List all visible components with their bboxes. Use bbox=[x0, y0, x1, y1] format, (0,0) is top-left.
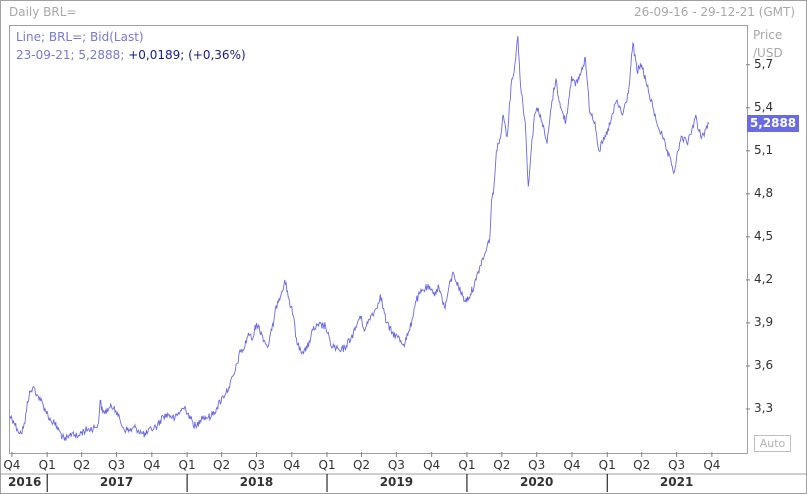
x-quarter-label: Q2 bbox=[353, 458, 370, 472]
x-quarter-label: Q3 bbox=[108, 458, 125, 472]
price-line-series-0 bbox=[9, 35, 710, 441]
x-year-label: 2021 bbox=[660, 475, 693, 489]
y-tick-label: 4,8 bbox=[754, 185, 774, 200]
x-quarter-label: Q3 bbox=[248, 458, 265, 472]
x-year-label: 2017 bbox=[100, 475, 133, 489]
y-axis-title-line2: /USD bbox=[753, 46, 783, 60]
x-quarter-label: Q4 bbox=[563, 458, 580, 472]
legend-last-point: 23-09-21; 5,2888; +0,0189; (+0,36%) bbox=[16, 48, 246, 62]
x-quarter-label: Q2 bbox=[633, 458, 650, 472]
y-tick-label: 4,2 bbox=[754, 271, 774, 286]
x-quarter-label: Q4 bbox=[143, 458, 160, 472]
legend-last-date-value: 23-09-21; 5,2888; bbox=[16, 48, 125, 62]
y-axis-title-line1: Price bbox=[753, 28, 783, 42]
x-quarter-label: Q1 bbox=[179, 458, 196, 472]
y-tick-label: 5,4 bbox=[754, 99, 774, 114]
x-year-label: 2020 bbox=[520, 475, 553, 489]
x-quarter-label: Q2 bbox=[213, 458, 230, 472]
y-tick-label: 5,7 bbox=[754, 56, 774, 71]
x-quarter-label: Q2 bbox=[493, 458, 510, 472]
x-quarter-label: Q3 bbox=[528, 458, 545, 472]
x-quarter-label: Q3 bbox=[668, 458, 685, 472]
y-tick-label: 5,1 bbox=[754, 142, 774, 157]
y-tick-label: 3,6 bbox=[754, 357, 774, 372]
x-year-label: 2019 bbox=[380, 475, 413, 489]
last-value-badge: 5,2888 bbox=[747, 115, 799, 132]
x-quarter-label: Q1 bbox=[599, 458, 616, 472]
chart-title: Daily BRL= bbox=[9, 5, 77, 19]
x-quarter-label: Q4 bbox=[703, 458, 720, 472]
x-quarter-label: Q4 bbox=[423, 458, 440, 472]
x-year-label: 2016 bbox=[8, 475, 41, 489]
title-bar: Daily BRL= 26-09-16 - 29-12-21 (GMT) bbox=[0, 0, 805, 25]
x-quarter-label: Q1 bbox=[318, 458, 335, 472]
x-quarter-label: Q4 bbox=[3, 458, 20, 472]
x-quarter-label: Q1 bbox=[458, 458, 475, 472]
legend-change-pct: (+0,36%) bbox=[188, 48, 246, 62]
x-year-label: 2018 bbox=[240, 475, 273, 489]
legend-change-abs: +0,0189; bbox=[128, 48, 185, 62]
plot-area[interactable] bbox=[9, 25, 748, 454]
legend-series: Line; BRL=; Bid(Last) bbox=[16, 30, 144, 44]
auto-scale-button[interactable]: Auto bbox=[754, 435, 791, 452]
y-tick-label: 3,9 bbox=[754, 314, 774, 329]
x-quarter-label: Q4 bbox=[283, 458, 300, 472]
y-tick-label: 4,5 bbox=[754, 228, 774, 243]
y-tick-label: 3,3 bbox=[754, 400, 774, 415]
x-quarter-label: Q1 bbox=[39, 458, 56, 472]
x-quarter-label: Q2 bbox=[73, 458, 90, 472]
date-range: 26-09-16 - 29-12-21 (GMT) bbox=[633, 5, 795, 19]
y-axis-title: Price /USD bbox=[753, 26, 783, 62]
x-quarter-label: Q3 bbox=[388, 458, 405, 472]
